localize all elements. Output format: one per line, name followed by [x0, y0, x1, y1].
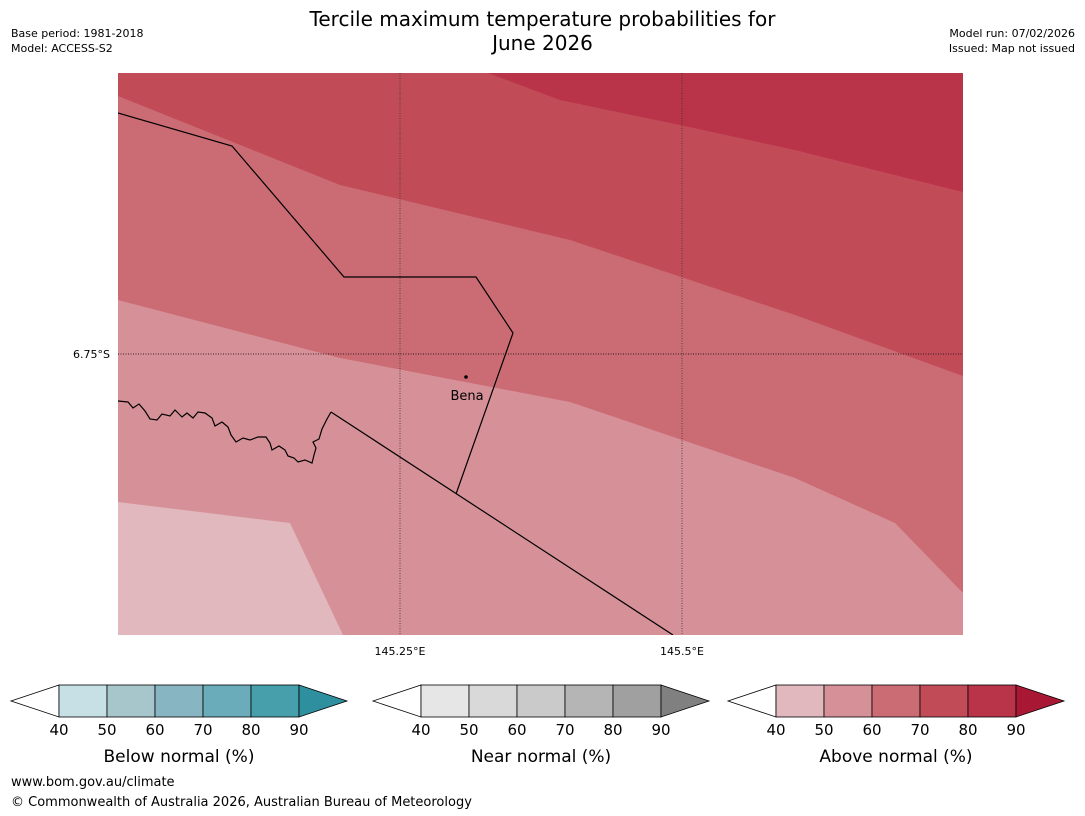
shade-80-90: [488, 73, 963, 192]
gridlines: [118, 73, 963, 635]
legend-near-swatch: [420, 684, 470, 718]
boundaries: [118, 112, 674, 635]
issued-text: Issued: Map not issued: [948, 42, 1075, 55]
legend-below-title: Below normal (%): [104, 747, 255, 767]
legend-below-tick: 50: [97, 721, 116, 739]
place-label-bena: Bena: [450, 389, 483, 404]
legend-below-swatch: [106, 684, 156, 718]
legend-below-tick: 90: [289, 721, 308, 739]
base-period-text: Base period: 1981-2018: [11, 27, 144, 40]
legend-below-swatch: [58, 684, 108, 718]
legend-near-swatch: [468, 684, 518, 718]
legend-below-tick: 40: [49, 721, 68, 739]
shade-40-50: [118, 502, 343, 635]
legend-near-tick: 70: [555, 721, 574, 739]
footer-copyright: © Commonwealth of Australia 2026, Austra…: [11, 795, 472, 810]
legend-near-swatch: [564, 684, 614, 718]
model-run-text: Model run: 07/02/2026: [949, 27, 1075, 40]
legend-above-swatch: [823, 684, 873, 718]
province-boundary-south: [330, 411, 674, 635]
colorbar-legends: 40 50 60 70 80 90 Below normal (%) 40 50…: [9, 684, 1066, 767]
shade-70-80: [118, 73, 963, 376]
lon-tick-label: 145.25°E: [375, 645, 426, 658]
model-text: Model: ACCESS-S2: [11, 42, 113, 55]
lat-tick-label: 6.75°S: [73, 348, 110, 361]
footer-url-link[interactable]: www.bom.gov.au/climate: [11, 775, 175, 790]
legend-above-swatch: [967, 684, 1017, 718]
legend-near-title: Near normal (%): [471, 747, 611, 767]
forecast-map[interactable]: Bena 6.75°S 145.25°E 145.5°E: [0, 0, 1085, 660]
legend-near-swatch: [612, 684, 662, 718]
legend-above-swatch: [775, 684, 825, 718]
lon-tick-label: 145.5°E: [660, 645, 704, 658]
legend-near-swatch: [516, 684, 566, 718]
legend-above-swatch: [871, 684, 921, 718]
legend-above-tick: 50: [814, 721, 833, 739]
run-info: Model run: 07/02/2026 Issued: Map not is…: [949, 26, 1075, 56]
province-boundary-west: [118, 400, 332, 464]
legend-above-tick: 80: [958, 721, 977, 739]
legend-near: 40 50 60 70 80 90 Near normal (%): [371, 684, 711, 767]
town-marker: [464, 375, 468, 379]
province-boundary: [118, 112, 514, 495]
legend-above-tick: 40: [766, 721, 785, 739]
legend-above: 40 50 60 70 80 90 Above normal (%): [726, 684, 1066, 767]
title-line-1: Tercile maximum temperature probabilitie…: [309, 7, 776, 31]
legend-near-tick: 40: [411, 721, 430, 739]
legend-near-tick: 90: [651, 721, 670, 739]
legend-near-tick: 60: [507, 721, 526, 739]
legend-below: 40 50 60 70 80 90 Below normal (%): [9, 684, 349, 767]
map-title: Tercile maximum temperature probabilitie…: [240, 7, 845, 55]
legend-above-high-arrow: [1015, 684, 1066, 718]
legend-near-tick: 80: [603, 721, 622, 739]
legend-above-swatch: [919, 684, 969, 718]
model-info: Base period: 1981-2018 Model: ACCESS-S2: [11, 26, 143, 56]
legend-below-tick: 70: [193, 721, 212, 739]
legend-below-tick: 80: [241, 721, 260, 739]
legend-below-tick: 60: [145, 721, 164, 739]
legend-above-tick: 60: [862, 721, 881, 739]
legend-near-low-arrow: [371, 684, 422, 718]
title-line-2: June 2026: [492, 31, 593, 55]
legend-below-swatch: [154, 684, 204, 718]
legend-below-high-arrow: [298, 684, 349, 718]
legend-above-low-arrow: [726, 684, 777, 718]
legend-near-tick: 50: [459, 721, 478, 739]
legend-below-low-arrow: [9, 684, 60, 718]
legend-below-swatch: [202, 684, 252, 718]
legend-above-tick: 90: [1006, 721, 1025, 739]
legend-below-swatch: [250, 684, 300, 718]
legend-above-title: Above normal (%): [819, 747, 972, 767]
legend-near-high-arrow: [660, 684, 711, 718]
legend-above-tick: 70: [910, 721, 929, 739]
